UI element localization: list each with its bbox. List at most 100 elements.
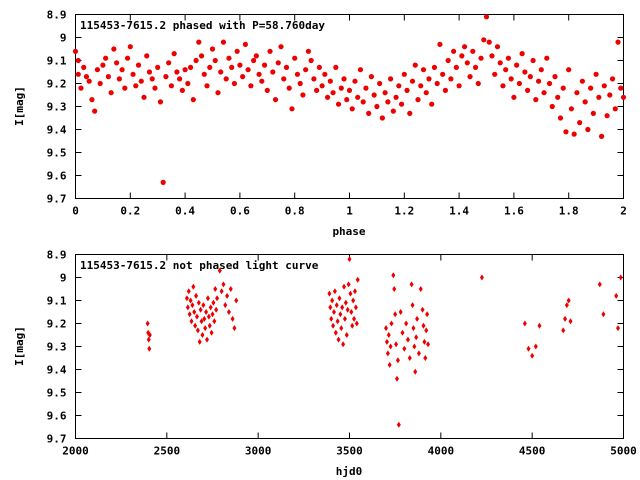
data-point	[394, 375, 399, 382]
data-point	[349, 309, 354, 315]
y-tick-label: 9	[60, 32, 67, 45]
data-point	[440, 71, 446, 77]
data-point	[190, 302, 195, 309]
data-point	[281, 76, 287, 82]
data-point	[214, 306, 219, 313]
x-tick-label: 4000	[428, 445, 455, 458]
y-tick-label: 9.4	[47, 364, 67, 377]
data-point	[201, 71, 207, 77]
data-point	[412, 62, 418, 68]
data-point	[422, 338, 427, 345]
data-point	[228, 286, 233, 292]
data-point	[189, 318, 194, 325]
data-points	[72, 14, 627, 185]
plot-frame	[75, 254, 624, 439]
data-point	[197, 338, 202, 345]
data-point	[160, 179, 166, 185]
x-axis-label: hjd0	[336, 465, 363, 478]
data-point	[409, 78, 416, 84]
data-point	[409, 281, 414, 288]
tick-marks	[75, 14, 624, 199]
data-point	[192, 309, 197, 315]
data-point	[337, 295, 342, 302]
data-point	[94, 67, 101, 73]
data-point	[217, 267, 222, 274]
data-point	[511, 94, 517, 100]
data-point	[209, 46, 216, 52]
data-point	[416, 350, 421, 357]
data-point	[486, 39, 492, 45]
x-tick-label: 2	[620, 205, 627, 218]
data-point	[340, 304, 345, 311]
data-point	[396, 83, 402, 89]
data-point	[533, 343, 538, 350]
data-point	[546, 80, 553, 87]
data-point	[314, 87, 320, 93]
data-point	[267, 48, 273, 54]
data-point	[415, 315, 420, 322]
data-point	[328, 304, 333, 311]
data-point	[185, 80, 191, 87]
data-point	[434, 80, 440, 87]
data-point	[552, 74, 558, 80]
x-tick-label: 0.6	[230, 205, 250, 218]
data-point	[330, 90, 336, 96]
data-point	[560, 85, 566, 91]
data-point	[522, 69, 528, 75]
data-point	[478, 55, 484, 61]
data-point	[384, 325, 389, 332]
data-point	[103, 55, 109, 61]
data-point	[341, 76, 347, 82]
data-point	[500, 83, 506, 89]
data-point	[108, 90, 114, 96]
data-point	[348, 290, 353, 297]
data-point	[194, 292, 199, 299]
data-point	[122, 85, 128, 91]
x-tick-label: 2000	[62, 445, 89, 458]
data-point	[481, 37, 487, 43]
data-point	[344, 97, 350, 103]
data-point	[152, 85, 158, 91]
data-point	[350, 322, 355, 329]
data-point	[618, 274, 623, 281]
data-point	[423, 355, 428, 361]
data-point	[226, 309, 231, 315]
y-tick-label: 9.1	[47, 295, 67, 308]
data-point	[561, 327, 566, 334]
data-point	[339, 325, 344, 332]
data-point	[426, 76, 432, 82]
data-point	[133, 83, 139, 89]
data-point	[234, 297, 239, 304]
data-point	[519, 51, 525, 57]
data-point	[331, 309, 336, 315]
data-point	[230, 315, 235, 322]
data-point	[225, 292, 230, 299]
data-point	[456, 83, 462, 89]
y-tick-label: 8.9	[47, 249, 67, 262]
data-point	[398, 309, 403, 315]
data-point	[418, 286, 423, 292]
data-point	[352, 78, 358, 84]
data-point	[445, 57, 451, 64]
x-tick-label: 1.2	[394, 205, 414, 218]
data-point	[516, 80, 522, 87]
data-point	[407, 110, 413, 116]
y-tick-label: 9.5	[47, 387, 67, 400]
data-point	[371, 92, 377, 98]
data-point	[100, 62, 106, 68]
data-point	[392, 286, 397, 292]
y-tick-label: 9.7	[47, 433, 67, 446]
data-point	[203, 325, 208, 332]
data-point	[544, 55, 550, 61]
data-point	[327, 78, 333, 84]
data-point	[215, 90, 221, 96]
x-tick-label: 0.8	[285, 205, 305, 218]
data-point	[514, 62, 520, 68]
data-point	[174, 69, 180, 75]
data-point	[568, 318, 573, 325]
data-point	[566, 297, 571, 304]
data-point	[483, 14, 490, 20]
data-point	[248, 83, 254, 89]
data-point	[615, 39, 621, 45]
